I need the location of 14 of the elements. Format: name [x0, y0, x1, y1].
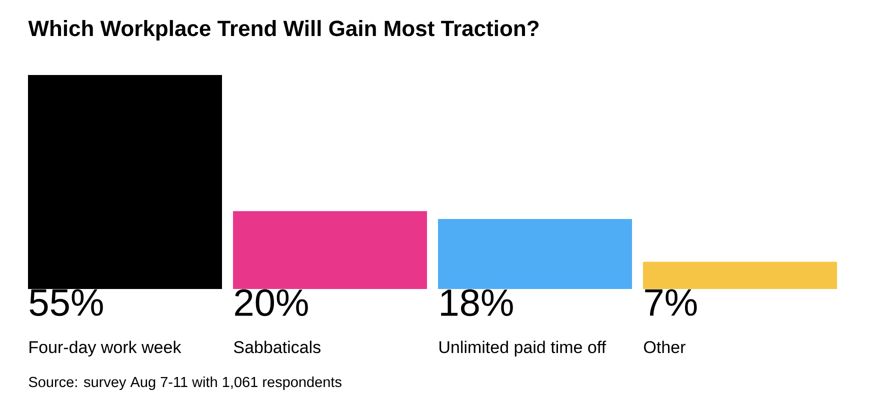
bar	[643, 262, 838, 289]
data-label: 18%	[441, 289, 513, 316]
data-label: 7%	[645, 289, 697, 316]
bar	[233, 211, 428, 289]
x-tick-label: Other	[644, 340, 686, 354]
x-tick-label: Sabbaticals	[234, 340, 320, 354]
bar	[28, 75, 222, 289]
chart-title: Which Workplace Trend Will Gain Most Traction?	[28, 20, 539, 41]
data-label: 20%	[235, 289, 308, 316]
bar	[438, 218, 632, 289]
data-label: 55%	[30, 289, 103, 316]
source-note: Source: survey Aug 7-11 with 1,061 respondents	[28, 376, 342, 390]
x-tick-label: Four-day work week	[30, 340, 182, 357]
x-tick-label: Unlimited paid time off	[440, 340, 606, 357]
